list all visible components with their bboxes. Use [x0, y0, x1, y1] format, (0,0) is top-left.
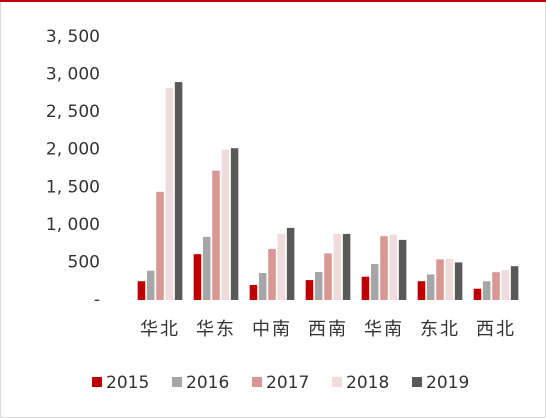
legend-label: 2017	[266, 373, 309, 393]
bar	[501, 269, 510, 300]
y-tick-label: 500	[68, 252, 100, 272]
bar	[156, 191, 164, 300]
bar	[398, 239, 407, 300]
legend-swatch	[412, 377, 422, 387]
bar	[473, 288, 482, 300]
legend-swatch	[92, 377, 102, 387]
x-tick-label: 中南	[252, 319, 292, 340]
bar	[454, 262, 463, 300]
bar	[193, 254, 202, 300]
y-tick-label: 2, 000	[46, 140, 100, 160]
legend-label: 2015	[106, 373, 149, 393]
y-tick-label: -	[94, 290, 100, 310]
legend-swatch	[252, 377, 262, 387]
y-tick-label: 1, 500	[46, 177, 100, 197]
y-tick-label: 2, 500	[46, 102, 100, 122]
bar	[342, 233, 351, 300]
y-tick-label: 1, 000	[46, 215, 100, 235]
bar	[380, 236, 388, 300]
x-tick-label: 东北	[420, 319, 460, 340]
bar	[305, 280, 314, 300]
bar	[333, 233, 342, 300]
bar	[492, 272, 500, 300]
bar	[212, 170, 220, 300]
x-tick-label: 西北	[476, 319, 516, 340]
bar	[137, 281, 146, 300]
bar	[324, 253, 332, 300]
bar	[221, 149, 230, 300]
legend-label: 2019	[426, 373, 469, 393]
bar	[436, 259, 444, 300]
legend-label: 2018	[346, 373, 389, 393]
bar	[165, 88, 174, 301]
bar	[389, 234, 398, 300]
x-tick-label: 华南	[364, 319, 404, 340]
bar	[445, 258, 454, 300]
bar	[249, 284, 258, 300]
bar	[230, 148, 239, 300]
bar	[286, 227, 295, 300]
bar	[482, 281, 491, 300]
bar	[510, 266, 519, 300]
bar	[277, 233, 286, 300]
bar	[426, 274, 435, 300]
bar	[202, 236, 211, 300]
bar	[314, 272, 323, 300]
bar	[174, 82, 183, 300]
x-tick-label: 西南	[308, 319, 348, 340]
bar	[268, 248, 276, 300]
bar	[370, 263, 379, 300]
y-tick-label: 3, 000	[46, 65, 100, 85]
legend-label: 2016	[186, 373, 229, 393]
x-tick-label: 华东	[196, 319, 236, 340]
bar	[146, 270, 155, 300]
bar	[417, 281, 426, 300]
x-tick-label: 华北	[140, 319, 180, 340]
y-tick-label: 3, 500	[46, 27, 100, 47]
legend-swatch	[332, 377, 342, 387]
bar	[258, 272, 267, 300]
legend-swatch	[172, 377, 182, 387]
bar	[361, 276, 370, 300]
